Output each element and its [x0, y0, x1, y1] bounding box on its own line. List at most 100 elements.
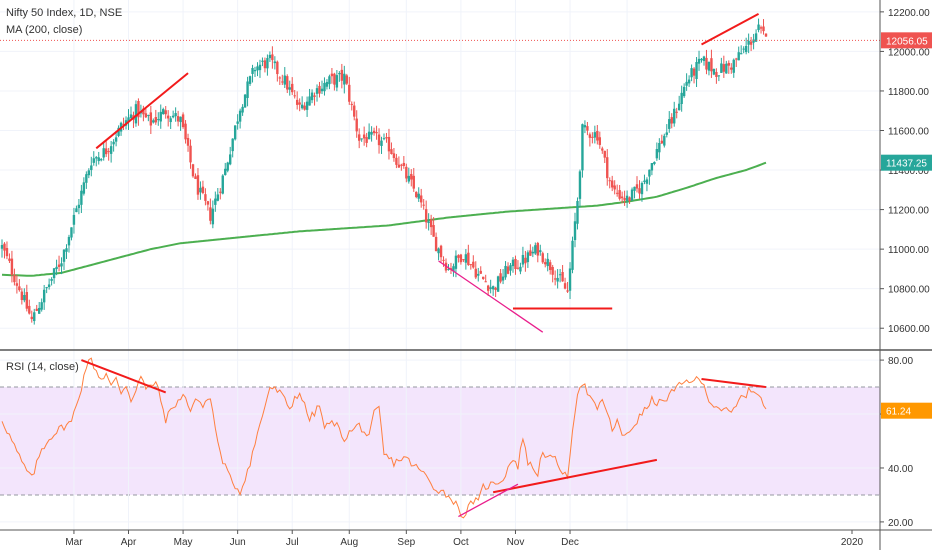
candle-body [45, 287, 48, 289]
candle-body [536, 242, 539, 256]
candle-body [521, 254, 525, 265]
candle-body [400, 164, 403, 166]
candle-body [596, 130, 599, 141]
x-tick-label: Mar [65, 537, 83, 548]
candle-body [486, 285, 490, 291]
candle-body [735, 58, 738, 60]
rsi-trendline[interactable] [492, 458, 658, 494]
x-tick-label: Sep [397, 537, 415, 548]
candle-body [77, 204, 81, 209]
candle-body [744, 45, 748, 53]
candle-body [159, 111, 162, 122]
candle-body [452, 266, 455, 272]
candle-body [112, 141, 115, 145]
candle-body [499, 273, 502, 282]
candle-body [186, 137, 190, 146]
candle-body [276, 61, 279, 75]
candle-body [581, 124, 584, 171]
candle-body [345, 75, 348, 84]
last-price-tag-bg [881, 32, 932, 49]
candle-body [663, 135, 666, 146]
candle-body [273, 61, 277, 64]
candle-body [355, 118, 358, 132]
price-trendline[interactable] [701, 12, 760, 46]
candle-body [149, 112, 153, 126]
candle-body [665, 132, 668, 135]
candle-body [372, 130, 376, 134]
price-trendline[interactable] [95, 72, 189, 150]
candle-body [360, 138, 363, 140]
x-tick-label: May [174, 537, 193, 548]
candle-body [20, 291, 24, 301]
candle-body [707, 61, 711, 71]
candle-body [233, 125, 237, 140]
candle-body [318, 85, 321, 94]
candle-body [732, 59, 735, 73]
candle-body [152, 120, 155, 123]
candle-body [385, 137, 388, 139]
candle-body [243, 94, 247, 108]
candle-body [479, 270, 482, 274]
candle-body [18, 286, 21, 291]
candle-body [730, 67, 733, 70]
candle-body [635, 184, 639, 189]
candle-body [184, 123, 187, 140]
candle-body [598, 137, 602, 145]
price-tick-label: 11000.00 [888, 245, 929, 256]
candle-body [668, 119, 671, 129]
candle-body [214, 198, 217, 205]
rsi-tick-label: 80.00 [888, 356, 913, 367]
candle-body [162, 109, 165, 115]
rsi-trendline[interactable] [458, 483, 519, 518]
candle-body [3, 243, 6, 251]
candle-body [62, 249, 66, 262]
price-tick-label: 11200.00 [888, 206, 929, 217]
candle-body [261, 60, 264, 62]
price-tick-label: 11600.00 [888, 127, 929, 138]
candle-body [353, 105, 356, 117]
candle-body [511, 259, 515, 267]
rsi-tick-label: 40.00 [888, 464, 913, 475]
candle-body [687, 79, 691, 84]
candle-body [742, 48, 745, 50]
candle-body [402, 162, 406, 166]
candle-body [524, 257, 527, 264]
candle-body [176, 116, 180, 122]
candle-body [248, 76, 252, 84]
candle-body [92, 158, 95, 163]
candle-body [546, 258, 549, 267]
x-tick-label: 2020 [841, 537, 864, 548]
candle-body [75, 208, 78, 213]
candle-body [340, 69, 344, 81]
candle-body [410, 173, 413, 180]
rsi-trendline[interactable] [81, 359, 167, 394]
price-trendline[interactable] [438, 260, 544, 333]
candle-body [556, 277, 559, 282]
candle-body [754, 33, 758, 42]
candle-body [650, 163, 654, 171]
candle-body [757, 24, 760, 31]
candle-body [690, 68, 693, 78]
candle-body [5, 248, 9, 257]
candle-body [464, 254, 468, 263]
rsi-trendline[interactable] [701, 377, 767, 389]
candle-body [762, 26, 765, 32]
candle-body [392, 153, 396, 159]
candle-body [221, 175, 224, 194]
candle-body [725, 63, 728, 74]
candle-body [194, 176, 197, 179]
candle-body [603, 150, 606, 158]
candle-body [504, 265, 507, 278]
candle-body [201, 186, 205, 194]
candle-body [380, 140, 383, 146]
price-tick-label: 11800.00 [888, 87, 929, 98]
candle-body [467, 252, 470, 265]
candle-body [474, 268, 477, 278]
candle-body [181, 114, 185, 128]
candle-body [563, 283, 567, 289]
candle-body [268, 54, 272, 59]
rsi-band [0, 387, 880, 495]
candle-body [457, 255, 460, 258]
candle-body [387, 136, 391, 152]
